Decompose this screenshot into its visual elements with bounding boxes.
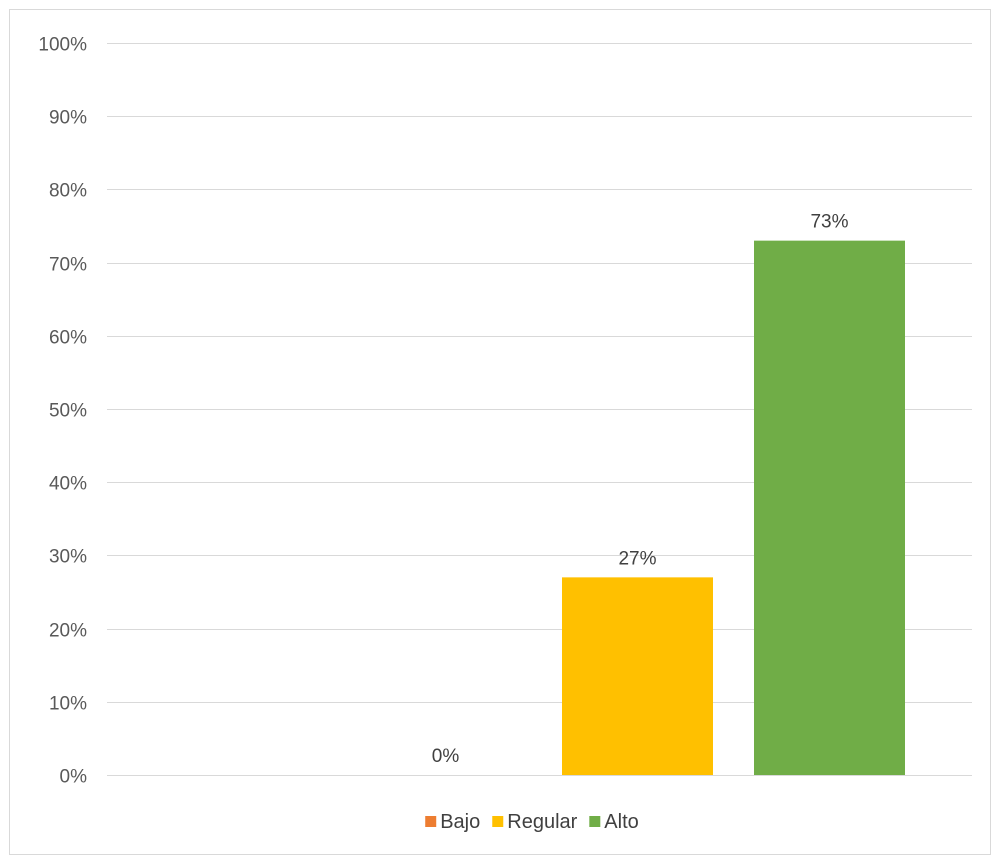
y-tick-label: 100% xyxy=(38,35,87,56)
legend-swatch-alto xyxy=(589,816,601,827)
bar-alto xyxy=(754,240,905,775)
legend-swatch-regular xyxy=(492,816,504,827)
data-label-alto: 73% xyxy=(810,212,848,233)
y-tick-label: 10% xyxy=(49,694,87,715)
bars xyxy=(562,240,905,775)
y-tick-label: 60% xyxy=(49,328,87,349)
bar-regular xyxy=(562,577,713,775)
data-label-regular: 27% xyxy=(618,548,656,569)
y-tick-label: 30% xyxy=(49,547,87,568)
y-tick-label: 50% xyxy=(49,401,87,422)
legend-label-regular: Regular xyxy=(507,811,577,833)
legend-label-bajo: Bajo xyxy=(440,811,480,833)
y-tick-label: 40% xyxy=(49,474,87,495)
data-labels: 0% 27% 73% xyxy=(432,212,849,767)
y-tick-label: 0% xyxy=(60,767,88,788)
legend-swatch-bajo xyxy=(425,816,437,827)
y-tick-label: 80% xyxy=(49,181,87,202)
y-tick-label: 70% xyxy=(49,255,87,276)
legend: Bajo Regular Alto xyxy=(425,811,639,833)
data-label-bajo: 0% xyxy=(432,746,460,767)
legend-label-alto: Alto xyxy=(604,811,638,833)
y-axis-tick-labels: 0% 10% 20% 30% 40% 50% 60% 70% 80% 90% 100% xyxy=(38,35,87,788)
y-tick-label: 90% xyxy=(49,108,87,129)
y-tick-label: 20% xyxy=(49,621,87,642)
